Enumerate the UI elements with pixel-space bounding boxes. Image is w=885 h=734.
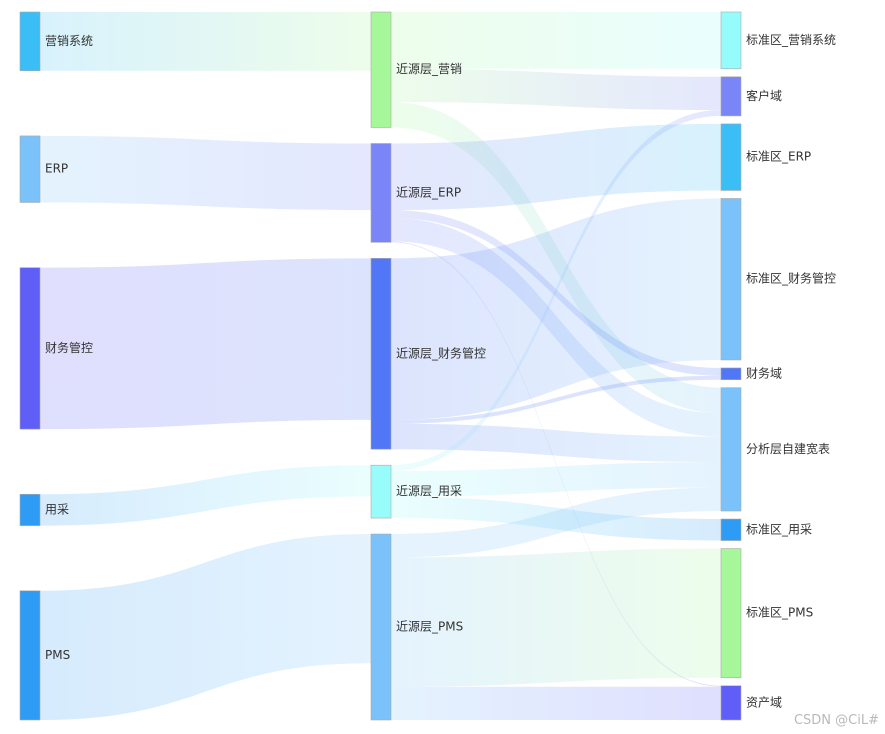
node-14 bbox=[720, 367, 742, 381]
link-8 bbox=[391, 123, 721, 211]
links-layer bbox=[40, 12, 721, 720]
watermark: CSDN @CiL# bbox=[793, 713, 879, 728]
node-label-7: 近源层_财务管控 bbox=[396, 345, 486, 360]
node-3 bbox=[19, 494, 41, 526]
node-16 bbox=[720, 518, 742, 541]
link-20 bbox=[391, 487, 721, 558]
node-4 bbox=[19, 590, 41, 721]
node-label-14: 财务域 bbox=[746, 365, 782, 380]
link-12 bbox=[391, 198, 721, 420]
node-label-0: 营销系统 bbox=[45, 34, 93, 48]
link-1 bbox=[40, 135, 371, 211]
node-label-13: 标准区_财务管控 bbox=[746, 271, 836, 286]
link-13 bbox=[391, 375, 721, 424]
link-16 bbox=[391, 110, 721, 472]
node-label-11: 客户域 bbox=[746, 88, 782, 103]
node-label-6: 近源层_ERP bbox=[396, 185, 461, 199]
node-18 bbox=[720, 685, 742, 721]
node-12 bbox=[720, 123, 742, 191]
link-19 bbox=[391, 686, 721, 720]
node-label-3: 用采 bbox=[45, 502, 69, 516]
node-label-18: 资产域 bbox=[746, 695, 782, 709]
nodes-layer bbox=[19, 11, 742, 721]
node-label-10: 标准区_营销系统 bbox=[746, 33, 836, 47]
link-4 bbox=[40, 534, 371, 720]
node-label-17: 标准区_PMS bbox=[746, 606, 813, 620]
node-8 bbox=[370, 464, 392, 519]
node-7 bbox=[370, 258, 392, 450]
node-label-16: 标准区_用采 bbox=[746, 522, 812, 536]
node-11 bbox=[720, 76, 742, 117]
node-label-15: 分析层自建宽表 bbox=[746, 441, 830, 456]
link-11 bbox=[391, 241, 721, 687]
node-label-4: PMS bbox=[45, 648, 70, 662]
node-6 bbox=[370, 143, 392, 243]
node-label-5: 近源层_营销 bbox=[396, 62, 462, 76]
node-5 bbox=[370, 11, 392, 128]
node-1 bbox=[19, 135, 41, 203]
node-2 bbox=[19, 267, 41, 430]
node-label-2: 财务管控 bbox=[45, 340, 93, 355]
node-10 bbox=[720, 11, 742, 70]
link-3 bbox=[40, 465, 371, 526]
node-label-12: 标准区_ERP bbox=[746, 150, 811, 164]
node-label-9: 近源层_PMS bbox=[396, 620, 463, 634]
node-label-1: ERP bbox=[45, 162, 68, 176]
node-17 bbox=[720, 548, 742, 679]
link-5 bbox=[391, 12, 721, 69]
link-17 bbox=[391, 462, 721, 497]
node-15 bbox=[720, 387, 742, 512]
link-18 bbox=[391, 548, 721, 687]
node-0 bbox=[19, 11, 41, 72]
link-2 bbox=[40, 258, 371, 430]
link-6 bbox=[391, 68, 721, 111]
link-0 bbox=[40, 12, 371, 71]
node-13 bbox=[720, 198, 742, 361]
node-9 bbox=[370, 533, 392, 721]
node-label-8: 近源层_用采 bbox=[396, 484, 462, 498]
